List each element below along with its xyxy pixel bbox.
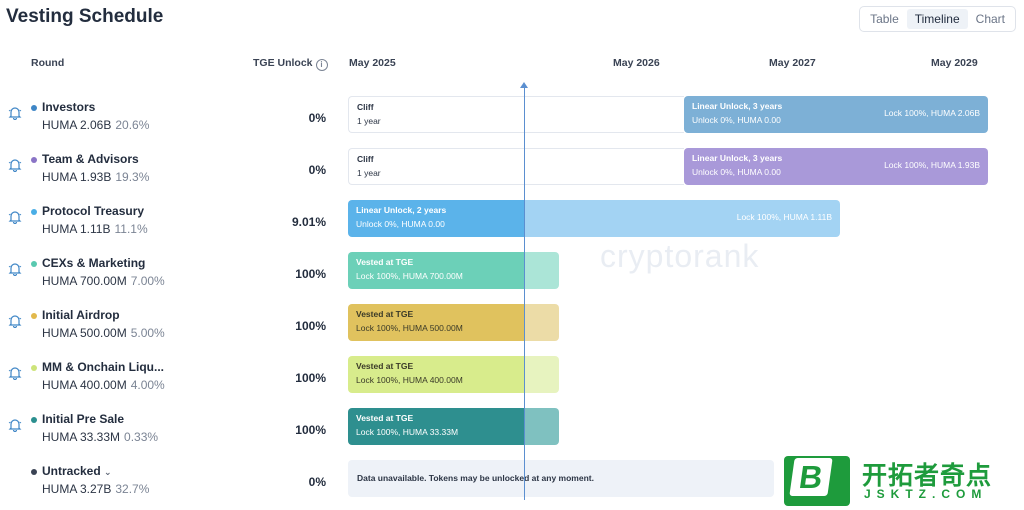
bell-icon[interactable] (8, 210, 22, 225)
logo-subtitle: JSKTZ.COM (864, 487, 988, 501)
untracked-toggle[interactable]: Untracked ⌄ (42, 464, 112, 478)
bell-icon[interactable] (8, 158, 22, 173)
round-color-dot (31, 105, 37, 111)
vesting-row: Investors HUMA 2.06B 20.6% 0% Cliff 1 year Lin… (0, 96, 1024, 148)
round-name: CEXs & Marketing (42, 256, 146, 270)
round-amount: HUMA 1.93B 19.3% (42, 170, 150, 184)
round-color-dot (31, 365, 37, 371)
site-logo: B (784, 456, 850, 506)
round-name: Investors (42, 100, 96, 114)
info-icon[interactable]: i (315, 59, 328, 71)
view-toggle: Table Timeline Chart (859, 6, 1016, 32)
watermark: cryptorank (600, 238, 760, 274)
cliff-bar[interactable]: Cliff 1 year (348, 148, 684, 185)
tge-unlock-value: 100% (295, 267, 326, 281)
vesting-row: Protocol Treasury HUMA 1.11B 11.1% 9.01% Lin… (0, 200, 1024, 252)
cliff-bar[interactable]: Cliff 1 year (348, 96, 684, 133)
vested-bar[interactable]: Vested at TGE Lock 100%, HUMA 400.00M (348, 356, 559, 393)
today-marker-line (524, 86, 525, 500)
view-chart-button[interactable]: Chart (975, 12, 1005, 26)
bell-icon[interactable] (8, 418, 22, 433)
round-name: Team & Advisors (42, 152, 139, 166)
round-name: MM & Onchain Liqu... (42, 360, 164, 374)
tge-unlock-value: 0% (308, 475, 326, 489)
timeline-tick: May 2027 (769, 57, 816, 69)
tge-unlock-value: 0% (308, 163, 326, 177)
tge-unlock-value: 0% (308, 111, 326, 125)
timeline-tick: May 2029 (931, 57, 978, 69)
round-name: Protocol Treasury (42, 204, 145, 218)
round-amount: HUMA 700.00M 7.00% (42, 274, 165, 288)
vesting-row: Team & Advisors HUMA 1.93B 19.3% 0% Cliff 1 y… (0, 148, 1024, 200)
round-name: Initial Pre Sale (42, 412, 125, 426)
vested-bar[interactable]: Vested at TGE Lock 100%, HUMA 500.00M (348, 304, 559, 341)
round-amount: HUMA 33.33M 0.33% (42, 430, 159, 444)
round-header: Round (31, 57, 65, 69)
round-amount: HUMA 2.06B 20.6% (42, 118, 150, 132)
bell-icon[interactable] (8, 366, 22, 381)
view-table-button[interactable]: Table (870, 12, 899, 26)
round-amount: HUMA 1.11B 11.1% (42, 222, 148, 236)
bell-icon[interactable] (8, 106, 22, 121)
timeline-tick: May 2026 (613, 57, 660, 69)
vesting-row: CEXs & Marketing HUMA 700.00M 7.00% 100% Ves… (0, 252, 1024, 304)
vested-bar[interactable]: Vested at TGE Lock 100%, HUMA 33.33M (348, 408, 559, 445)
page-title: Vesting Schedule (6, 6, 164, 27)
vesting-row: Initial Pre Sale HUMA 33.33M 0.33% 100% Vest… (0, 408, 1024, 460)
round-color-dot (31, 209, 37, 215)
linear-unlock-bar[interactable]: Linear Unlock, 2 years Unlock 0%, HUMA 0.… (348, 200, 840, 237)
round-color-dot (31, 313, 37, 319)
vested-bar[interactable]: Vested at TGE Lock 100%, HUMA 700.00M (348, 252, 559, 289)
untracked-message: Data unavailable. Tokens may be unlocked… (348, 460, 774, 497)
today-marker-arrow (520, 82, 528, 88)
round-color-dot (31, 261, 37, 267)
linear-unlock-bar[interactable]: Linear Unlock, 3 years Unlock 0%, HUMA 0.… (684, 148, 988, 185)
chevron-down-icon: ⌄ (104, 467, 112, 477)
tge-unlock-header: TGE Unlock i (253, 57, 328, 71)
vesting-row: MM & Onchain Liqu... HUMA 400.00M 4.00% 100… (0, 356, 1024, 408)
round-amount: HUMA 500.00M 5.00% (42, 326, 165, 340)
bell-icon[interactable] (8, 262, 22, 277)
timeline-tick: May 2025 (349, 57, 396, 69)
round-amount: HUMA 3.27B 32.7% (42, 482, 150, 496)
tge-unlock-value: 100% (295, 319, 326, 333)
vesting-row: Initial Airdrop HUMA 500.00M 5.00% 100% Vest… (0, 304, 1024, 356)
tge-unlock-value: 100% (295, 423, 326, 437)
round-name: Initial Airdrop (42, 308, 120, 322)
tge-unlock-value: 100% (295, 371, 326, 385)
view-timeline-button[interactable]: Timeline (906, 9, 968, 29)
round-color-dot (31, 417, 37, 423)
round-color-dot (31, 157, 37, 163)
logo-title: 开拓者奇点 (862, 462, 993, 490)
bell-icon[interactable] (8, 314, 22, 329)
tge-unlock-value: 9.01% (291, 215, 326, 229)
round-color-dot (31, 469, 37, 475)
round-amount: HUMA 400.00M 4.00% (42, 378, 165, 392)
linear-unlock-bar[interactable]: Linear Unlock, 3 years Unlock 0%, HUMA 0.… (684, 96, 988, 133)
untracked-row: Untracked ⌄ HUMA 3.27B 32.7% 0% (0, 460, 1024, 510)
